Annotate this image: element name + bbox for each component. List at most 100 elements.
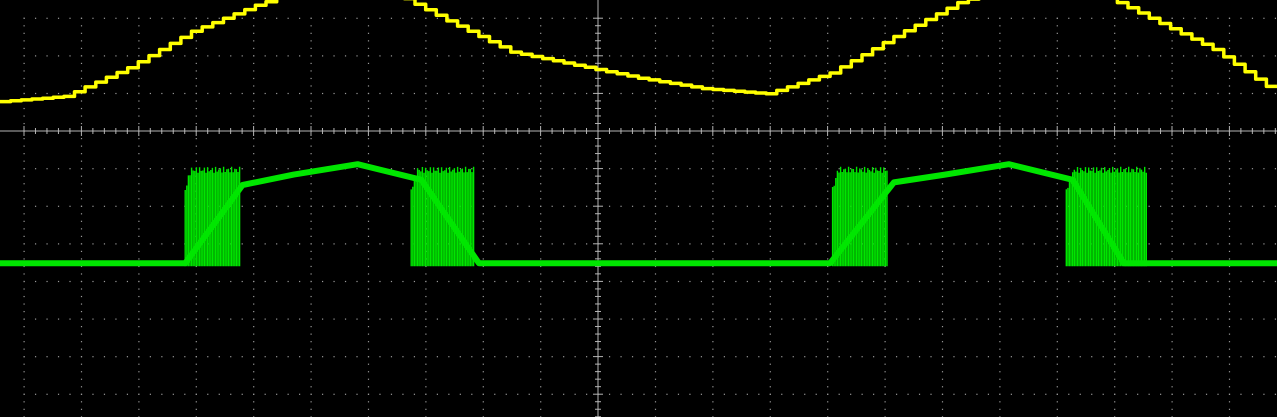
grid-dot: [149, 205, 151, 207]
grid-dot: [1194, 356, 1196, 358]
grid-dot: [1171, 40, 1173, 42]
grid-dot: [827, 160, 829, 162]
grid-dot: [425, 303, 427, 305]
grid-dot: [80, 175, 83, 177]
grid-dot: [1022, 318, 1024, 320]
grid-dot: [987, 318, 990, 320]
grid-dot: [1056, 401, 1058, 403]
grid-dot: [1091, 17, 1093, 19]
grid-dot: [574, 205, 576, 207]
grid-dot: [310, 348, 312, 350]
grid-dot: [746, 168, 748, 170]
grid-dot: [654, 378, 657, 380]
grid-dot: [528, 168, 530, 170]
grid-dot: [1022, 205, 1024, 207]
grid-dot: [769, 47, 771, 49]
grid-dot: [310, 220, 312, 222]
grid-dot: [827, 153, 829, 155]
grid-dot: [69, 17, 71, 19]
grid-dot: [712, 107, 714, 110]
grid-dot: [1263, 92, 1265, 95]
grid-dot: [1228, 100, 1231, 102]
grid-dot: [138, 318, 140, 320]
grid-dot: [184, 168, 186, 170]
grid-dot: [195, 85, 197, 87]
grid-dot: [907, 92, 909, 95]
grid-dot: [769, 40, 771, 42]
grid-dot: [827, 378, 829, 380]
grid-dot: [253, 190, 255, 192]
grid-dot: [1160, 356, 1162, 358]
grid-dot: [172, 393, 174, 395]
grid-dot: [895, 356, 898, 358]
grid-dot: [253, 408, 255, 410]
grid-dot: [356, 393, 358, 395]
grid-dot: [895, 92, 898, 95]
grid-dot: [1114, 348, 1116, 350]
grid-dot: [1137, 17, 1139, 19]
grid-dot: [1251, 356, 1254, 358]
grid-dot: [115, 318, 117, 320]
grid-dot: [1228, 190, 1231, 192]
grid-dot: [310, 273, 312, 275]
grid-dot: [769, 310, 771, 313]
grid-dot: [80, 115, 83, 117]
grid-dot: [195, 145, 197, 147]
grid-dot: [34, 168, 37, 170]
grid-dot: [1137, 356, 1139, 358]
grid-dot: [310, 85, 312, 87]
grid-dot: [1148, 280, 1150, 283]
grid-dot: [1263, 243, 1265, 245]
grid-dot: [1068, 356, 1070, 358]
grid-dot: [999, 273, 1001, 275]
grid-dot: [23, 160, 25, 162]
grid-dot: [276, 17, 278, 19]
grid-dot: [482, 235, 484, 237]
grid-dot: [138, 100, 140, 102]
grid-dot: [23, 77, 25, 80]
grid-dot: [344, 318, 347, 320]
grid-dot: [677, 243, 680, 245]
grid-dot: [80, 363, 83, 365]
grid-dot: [126, 55, 129, 57]
grid-dot: [677, 356, 680, 358]
grid-dot: [413, 280, 416, 283]
grid-dot: [23, 378, 25, 380]
grid-dot: [299, 168, 301, 170]
grid-dot: [907, 17, 909, 19]
grid-dot: [941, 122, 944, 125]
grid-dot: [654, 386, 657, 388]
grid-dot: [769, 258, 771, 260]
grid-dot: [654, 235, 657, 237]
grid-dot: [1251, 318, 1254, 320]
grid-dot: [1171, 62, 1173, 65]
grid-dot: [1068, 280, 1070, 283]
grid-dot: [1091, 393, 1093, 395]
grid-dot: [781, 205, 783, 207]
grid-dot: [1205, 318, 1208, 320]
grid-dot: [172, 356, 174, 358]
grid-dot: [1228, 228, 1231, 230]
grid-dot: [769, 273, 771, 275]
grid-dot: [712, 168, 714, 170]
grid-dot: [494, 55, 496, 57]
grid-dot: [276, 205, 278, 207]
grid-dot: [57, 356, 60, 358]
grid-dot: [80, 85, 83, 87]
grid-dot: [574, 356, 576, 358]
grid-dot: [1091, 55, 1093, 57]
grid-dot: [482, 47, 484, 49]
grid-dot: [253, 371, 255, 373]
grid-dot: [333, 55, 335, 57]
grid-dot: [712, 62, 714, 65]
grid-dot: [138, 153, 140, 155]
grid-dot: [999, 85, 1001, 87]
grid-dot: [563, 205, 565, 207]
grid-dot: [138, 198, 140, 200]
grid-dot: [540, 190, 542, 192]
grid-dot: [1045, 92, 1047, 95]
grid-dot: [1114, 378, 1116, 380]
grid-dot: [321, 393, 324, 395]
grid-dot: [1171, 228, 1173, 230]
grid-dot: [999, 393, 1001, 395]
